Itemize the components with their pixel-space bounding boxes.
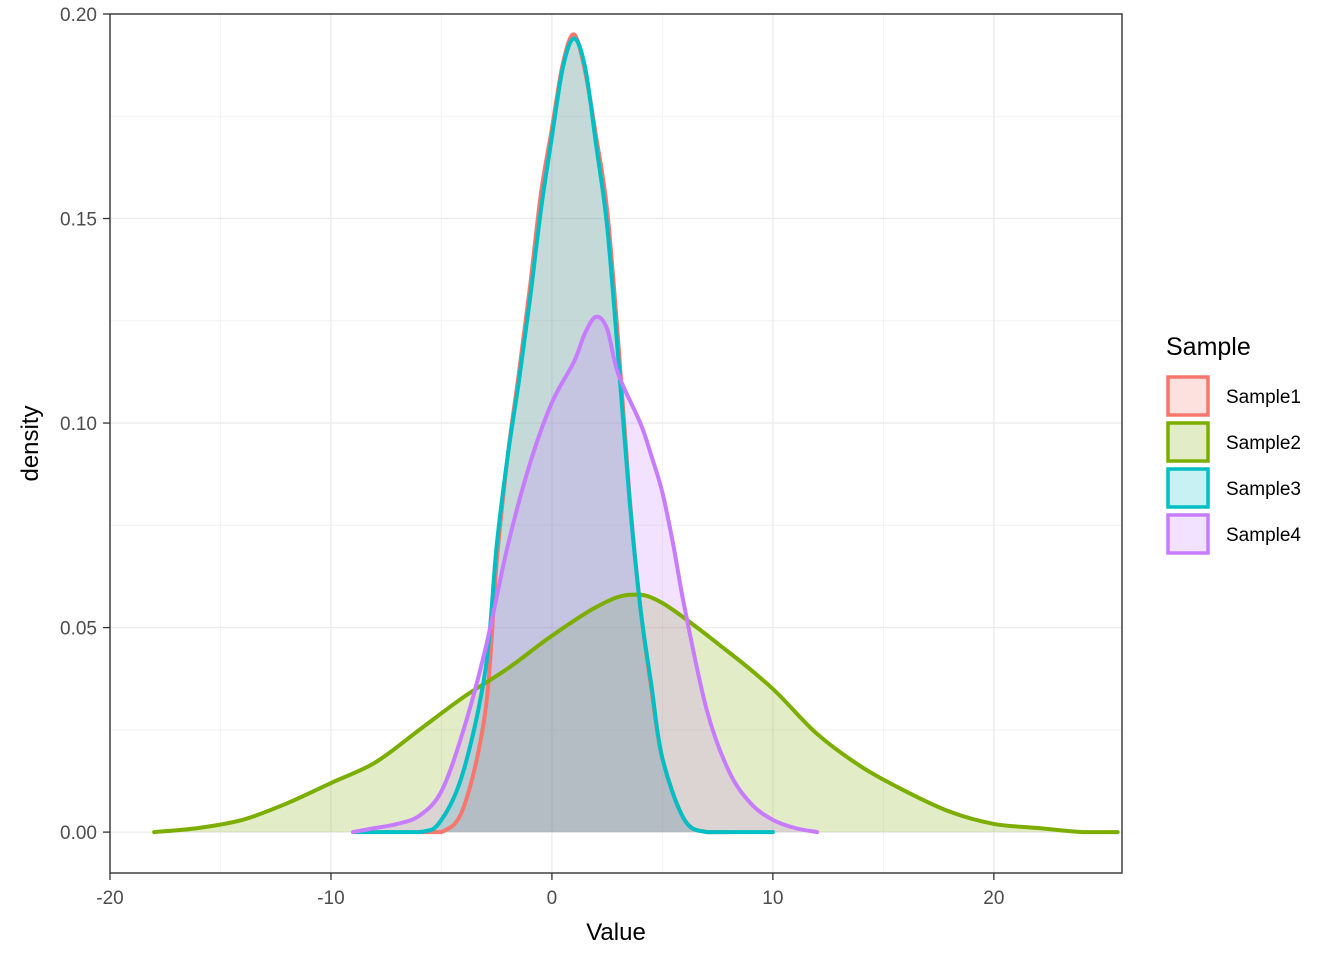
legend-label-sample4: Sample4 <box>1226 525 1301 546</box>
legend-key-sample4 <box>1166 513 1210 555</box>
density-area-sample1 <box>419 34 729 833</box>
legend-label-sample2: Sample2 <box>1226 433 1301 454</box>
x-tick-label: 20 <box>983 888 1004 909</box>
y-tick-label: 0.00 <box>60 823 97 844</box>
legend: Sample Sample1 Sample2 Sample3 Sample4 <box>1166 333 1301 555</box>
y-tick-label: 0.10 <box>60 414 97 435</box>
x-tick-label: -10 <box>317 888 344 909</box>
density-line-sample4 <box>351 314 820 835</box>
y-axis: 0.00 0.05 0.10 0.15 0.20 <box>60 5 110 844</box>
legend-label-sample1: Sample1 <box>1226 387 1301 408</box>
legend-title: Sample <box>1166 333 1251 361</box>
x-axis-title: Value <box>586 919 646 946</box>
x-tick-label: -20 <box>96 888 123 909</box>
density-area-sample4 <box>353 316 818 833</box>
x-tick-label: 0 <box>547 888 558 909</box>
density-line-sample3 <box>351 36 775 835</box>
y-tick-label: 0.15 <box>60 210 97 231</box>
y-tick-label: 0.05 <box>60 619 97 640</box>
density-line-sample2 <box>152 592 1120 835</box>
density-lines <box>152 32 1120 835</box>
plot-border <box>109 13 1123 874</box>
legend-label-sample3: Sample3 <box>1226 479 1301 500</box>
legend-key-sample1 <box>1166 375 1210 417</box>
y-tick-label: 0.20 <box>60 5 97 26</box>
legend-key-sample3 <box>1166 467 1210 509</box>
x-tick-label: 10 <box>762 888 783 909</box>
density-area-sample3 <box>353 38 773 833</box>
legend-key-sample2 <box>1166 421 1210 463</box>
density-areas <box>154 34 1118 833</box>
density-area-sample2 <box>154 594 1118 833</box>
x-axis: -20 -10 0 10 20 <box>96 873 1004 909</box>
y-axis-title: density <box>17 405 44 481</box>
